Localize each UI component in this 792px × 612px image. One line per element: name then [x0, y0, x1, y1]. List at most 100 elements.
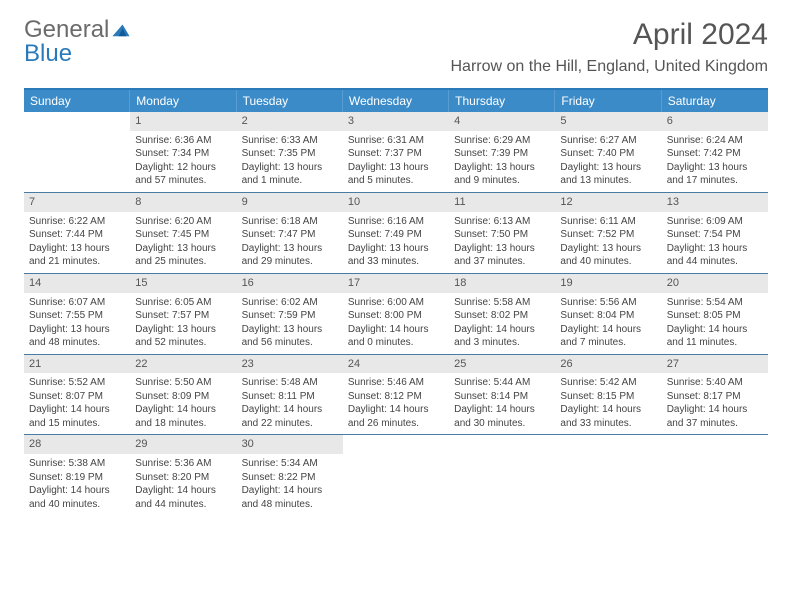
day-body: Sunrise: 6:27 AMSunset: 7:40 PMDaylight:… — [555, 131, 661, 192]
sunrise-text: Sunrise: 5:40 AM — [667, 376, 763, 390]
day-body: Sunrise: 6:09 AMSunset: 7:54 PMDaylight:… — [662, 212, 768, 273]
day-cell: 5Sunrise: 6:27 AMSunset: 7:40 PMDaylight… — [555, 112, 661, 192]
day-number: 21 — [24, 355, 130, 374]
day-number: 24 — [343, 355, 449, 374]
day-body: Sunrise: 5:40 AMSunset: 8:17 PMDaylight:… — [662, 373, 768, 434]
day-number: 10 — [343, 193, 449, 212]
day-cell: 17Sunrise: 6:00 AMSunset: 8:00 PMDayligh… — [343, 274, 449, 354]
day-body — [343, 439, 449, 446]
day-header: Friday — [555, 90, 661, 112]
sunrise-text: Sunrise: 5:54 AM — [667, 296, 763, 310]
sunset-text: Sunset: 8:15 PM — [560, 390, 656, 404]
sunrise-text: Sunrise: 5:42 AM — [560, 376, 656, 390]
sunset-text: Sunset: 8:00 PM — [348, 309, 444, 323]
sunset-text: Sunset: 7:40 PM — [560, 147, 656, 161]
calendar: Sunday Monday Tuesday Wednesday Thursday… — [24, 88, 768, 515]
sunrise-text: Sunrise: 6:36 AM — [135, 134, 231, 148]
header: GeneralBlue April 2024 Harrow on the Hil… — [0, 0, 792, 80]
day-body — [449, 439, 555, 446]
sunrise-text: Sunrise: 6:16 AM — [348, 215, 444, 229]
sunset-text: Sunset: 7:59 PM — [242, 309, 338, 323]
day-body: Sunrise: 5:56 AMSunset: 8:04 PMDaylight:… — [555, 293, 661, 354]
daylight-text: Daylight: 13 hours and 40 minutes. — [560, 242, 656, 269]
sunrise-text: Sunrise: 5:38 AM — [29, 457, 125, 471]
sunset-text: Sunset: 8:20 PM — [135, 471, 231, 485]
sunset-text: Sunset: 7:47 PM — [242, 228, 338, 242]
day-cell — [555, 435, 661, 515]
sunset-text: Sunset: 7:39 PM — [454, 147, 550, 161]
day-number: 8 — [130, 193, 236, 212]
day-cell: 12Sunrise: 6:11 AMSunset: 7:52 PMDayligh… — [555, 193, 661, 273]
day-header: Saturday — [662, 90, 768, 112]
sunrise-text: Sunrise: 6:05 AM — [135, 296, 231, 310]
sunset-text: Sunset: 8:17 PM — [667, 390, 763, 404]
sunrise-text: Sunrise: 5:34 AM — [242, 457, 338, 471]
daylight-text: Daylight: 13 hours and 1 minute. — [242, 161, 338, 188]
day-number: 13 — [662, 193, 768, 212]
day-number: 19 — [555, 274, 661, 293]
sunset-text: Sunset: 7:52 PM — [560, 228, 656, 242]
day-header: Wednesday — [343, 90, 449, 112]
daylight-text: Daylight: 12 hours and 57 minutes. — [135, 161, 231, 188]
sunset-text: Sunset: 8:11 PM — [242, 390, 338, 404]
day-cell: 16Sunrise: 6:02 AMSunset: 7:59 PMDayligh… — [237, 274, 343, 354]
day-header: Monday — [130, 90, 236, 112]
day-cell: 11Sunrise: 6:13 AMSunset: 7:50 PMDayligh… — [449, 193, 555, 273]
daylight-text: Daylight: 13 hours and 48 minutes. — [29, 323, 125, 350]
daylight-text: Daylight: 14 hours and 0 minutes. — [348, 323, 444, 350]
sunset-text: Sunset: 8:05 PM — [667, 309, 763, 323]
day-cell: 18Sunrise: 5:58 AMSunset: 8:02 PMDayligh… — [449, 274, 555, 354]
day-cell: 4Sunrise: 6:29 AMSunset: 7:39 PMDaylight… — [449, 112, 555, 192]
day-body: Sunrise: 6:36 AMSunset: 7:34 PMDaylight:… — [130, 131, 236, 192]
day-header: Thursday — [449, 90, 555, 112]
daylight-text: Daylight: 14 hours and 48 minutes. — [242, 484, 338, 511]
day-body — [555, 439, 661, 446]
sunrise-text: Sunrise: 6:27 AM — [560, 134, 656, 148]
sunrise-text: Sunrise: 6:09 AM — [667, 215, 763, 229]
sunrise-text: Sunrise: 5:44 AM — [454, 376, 550, 390]
daylight-text: Daylight: 14 hours and 37 minutes. — [667, 403, 763, 430]
sunset-text: Sunset: 8:12 PM — [348, 390, 444, 404]
sunset-text: Sunset: 7:34 PM — [135, 147, 231, 161]
daylight-text: Daylight: 13 hours and 44 minutes. — [667, 242, 763, 269]
day-cell — [449, 435, 555, 515]
sunset-text: Sunset: 7:42 PM — [667, 147, 763, 161]
day-body — [662, 439, 768, 446]
week-row: 14Sunrise: 6:07 AMSunset: 7:55 PMDayligh… — [24, 273, 768, 354]
day-body: Sunrise: 6:22 AMSunset: 7:44 PMDaylight:… — [24, 212, 130, 273]
daylight-text: Daylight: 14 hours and 30 minutes. — [454, 403, 550, 430]
daylight-text: Daylight: 14 hours and 18 minutes. — [135, 403, 231, 430]
day-cell: 30Sunrise: 5:34 AMSunset: 8:22 PMDayligh… — [237, 435, 343, 515]
day-number: 29 — [130, 435, 236, 454]
day-body: Sunrise: 6:02 AMSunset: 7:59 PMDaylight:… — [237, 293, 343, 354]
day-body: Sunrise: 6:29 AMSunset: 7:39 PMDaylight:… — [449, 131, 555, 192]
day-cell: 20Sunrise: 5:54 AMSunset: 8:05 PMDayligh… — [662, 274, 768, 354]
day-body: Sunrise: 5:38 AMSunset: 8:19 PMDaylight:… — [24, 454, 130, 515]
day-body: Sunrise: 6:13 AMSunset: 7:50 PMDaylight:… — [449, 212, 555, 273]
day-cell: 28Sunrise: 5:38 AMSunset: 8:19 PMDayligh… — [24, 435, 130, 515]
daylight-text: Daylight: 13 hours and 33 minutes. — [348, 242, 444, 269]
daylight-text: Daylight: 13 hours and 29 minutes. — [242, 242, 338, 269]
day-number: 4 — [449, 112, 555, 131]
day-number: 17 — [343, 274, 449, 293]
day-body: Sunrise: 5:58 AMSunset: 8:02 PMDaylight:… — [449, 293, 555, 354]
day-body: Sunrise: 5:42 AMSunset: 8:15 PMDaylight:… — [555, 373, 661, 434]
sunrise-text: Sunrise: 6:33 AM — [242, 134, 338, 148]
weeks-container: 1Sunrise: 6:36 AMSunset: 7:34 PMDaylight… — [24, 112, 768, 515]
day-cell: 15Sunrise: 6:05 AMSunset: 7:57 PMDayligh… — [130, 274, 236, 354]
day-number: 5 — [555, 112, 661, 131]
day-cell: 9Sunrise: 6:18 AMSunset: 7:47 PMDaylight… — [237, 193, 343, 273]
daylight-text: Daylight: 13 hours and 9 minutes. — [454, 161, 550, 188]
day-number: 12 — [555, 193, 661, 212]
day-body: Sunrise: 5:50 AMSunset: 8:09 PMDaylight:… — [130, 373, 236, 434]
day-cell: 7Sunrise: 6:22 AMSunset: 7:44 PMDaylight… — [24, 193, 130, 273]
daylight-text: Daylight: 14 hours and 40 minutes. — [29, 484, 125, 511]
daylight-text: Daylight: 14 hours and 44 minutes. — [135, 484, 231, 511]
day-cell: 19Sunrise: 5:56 AMSunset: 8:04 PMDayligh… — [555, 274, 661, 354]
day-headers-row: Sunday Monday Tuesday Wednesday Thursday… — [24, 90, 768, 112]
day-cell — [662, 435, 768, 515]
sunset-text: Sunset: 8:04 PM — [560, 309, 656, 323]
sunrise-text: Sunrise: 6:18 AM — [242, 215, 338, 229]
sunset-text: Sunset: 7:44 PM — [29, 228, 125, 242]
day-cell: 23Sunrise: 5:48 AMSunset: 8:11 PMDayligh… — [237, 355, 343, 435]
